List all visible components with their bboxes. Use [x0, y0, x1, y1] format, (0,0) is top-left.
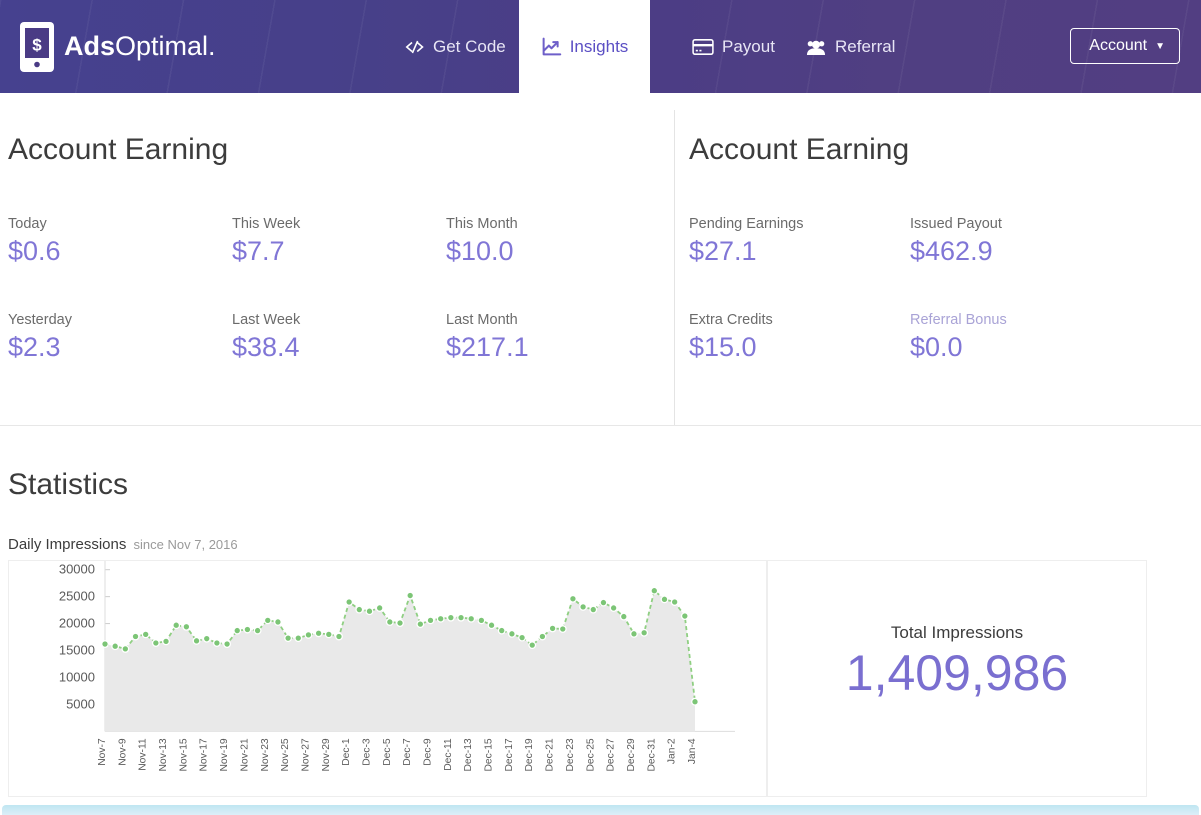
svg-text:Nov-25: Nov-25: [280, 738, 291, 771]
svg-text:Dec-13: Dec-13: [463, 738, 474, 771]
svg-text:Nov-13: Nov-13: [158, 738, 169, 771]
svg-text:Dec-31: Dec-31: [646, 738, 657, 771]
svg-text:10000: 10000: [59, 669, 95, 684]
svg-text:Jan-2: Jan-2: [667, 738, 678, 764]
svg-text:Dec-25: Dec-25: [585, 738, 596, 771]
svg-text:Dec-21: Dec-21: [545, 738, 556, 771]
svg-text:Nov-15: Nov-15: [178, 738, 189, 771]
svg-text:Dec-29: Dec-29: [626, 738, 637, 771]
svg-text:Dec-3: Dec-3: [361, 738, 372, 766]
svg-text:Dec-19: Dec-19: [524, 738, 535, 771]
svg-text:Dec-27: Dec-27: [606, 738, 617, 771]
svg-text:Nov-29: Nov-29: [321, 738, 332, 771]
svg-text:Nov-17: Nov-17: [199, 738, 210, 771]
svg-text:5000: 5000: [66, 696, 95, 711]
svg-text:30000: 30000: [59, 562, 95, 577]
svg-text:Dec-17: Dec-17: [504, 738, 515, 771]
svg-text:Nov-9: Nov-9: [117, 738, 128, 766]
svg-text:Dec-11: Dec-11: [443, 738, 454, 771]
svg-text:Dec-15: Dec-15: [484, 738, 495, 771]
svg-text:Nov-27: Nov-27: [300, 738, 311, 771]
svg-text:Nov-21: Nov-21: [239, 738, 250, 771]
svg-text:Dec-9: Dec-9: [423, 738, 434, 766]
svg-text:Nov-19: Nov-19: [219, 738, 230, 771]
svg-text:20000: 20000: [59, 616, 95, 631]
svg-text:15000: 15000: [59, 643, 95, 658]
svg-text:Dec-5: Dec-5: [382, 738, 393, 766]
svg-text:Dec-23: Dec-23: [565, 738, 576, 771]
svg-text:Nov-11: Nov-11: [138, 738, 149, 771]
svg-text:Nov-7: Nov-7: [97, 738, 108, 766]
svg-text:Dec-7: Dec-7: [402, 738, 413, 766]
svg-text:$: $: [32, 35, 42, 54]
svg-text:Dec-1: Dec-1: [341, 738, 352, 766]
svg-text:Nov-23: Nov-23: [260, 738, 271, 771]
svg-text:Jan-4: Jan-4: [687, 738, 698, 764]
svg-text:25000: 25000: [59, 589, 95, 604]
